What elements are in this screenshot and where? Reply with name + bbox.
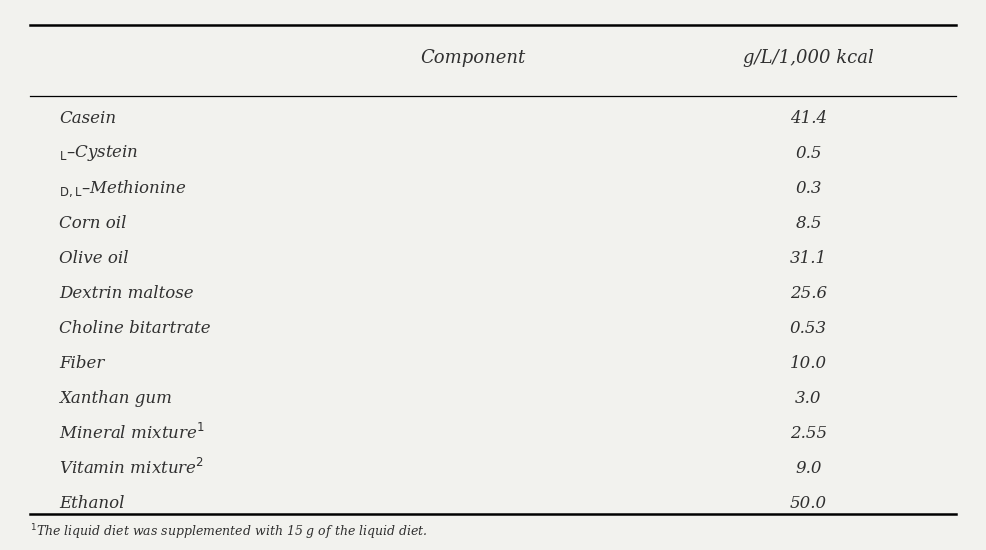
Text: Corn oil: Corn oil bbox=[59, 214, 126, 232]
Text: 50.0: 50.0 bbox=[790, 495, 827, 512]
Text: 0.53: 0.53 bbox=[790, 320, 827, 337]
Text: Casein: Casein bbox=[59, 110, 116, 126]
Text: Dextrin maltose: Dextrin maltose bbox=[59, 285, 194, 302]
Text: 31.1: 31.1 bbox=[790, 250, 827, 267]
Text: Olive oil: Olive oil bbox=[59, 250, 129, 267]
Text: 41.4: 41.4 bbox=[790, 110, 827, 126]
Text: $_{\rm D,L}$–Methionine: $_{\rm D,L}$–Methionine bbox=[59, 178, 187, 199]
Text: Fiber: Fiber bbox=[59, 355, 105, 372]
Text: Component: Component bbox=[421, 49, 526, 67]
Text: 0.3: 0.3 bbox=[796, 180, 821, 197]
Text: 2.55: 2.55 bbox=[790, 425, 827, 442]
Text: 8.5: 8.5 bbox=[796, 214, 821, 232]
Text: g/L/1,000 kcal: g/L/1,000 kcal bbox=[743, 49, 874, 67]
Text: Choline bitartrate: Choline bitartrate bbox=[59, 320, 211, 337]
Text: Xanthan gum: Xanthan gum bbox=[59, 390, 172, 407]
Text: 0.5: 0.5 bbox=[796, 145, 821, 162]
Text: $^{1}$The liquid diet was supplemented with 15 g of the liquid diet.: $^{1}$The liquid diet was supplemented w… bbox=[30, 522, 427, 542]
Text: 10.0: 10.0 bbox=[790, 355, 827, 372]
Text: Ethanol: Ethanol bbox=[59, 495, 124, 512]
Text: 25.6: 25.6 bbox=[790, 285, 827, 302]
Text: 9.0: 9.0 bbox=[796, 460, 821, 477]
Text: Vitamin mixture$^{2}$: Vitamin mixture$^{2}$ bbox=[59, 458, 204, 478]
Text: $_{\rm L}$–Cystein: $_{\rm L}$–Cystein bbox=[59, 143, 139, 163]
Text: Mineral mixture$^{1}$: Mineral mixture$^{1}$ bbox=[59, 423, 205, 443]
Text: 3.0: 3.0 bbox=[796, 390, 821, 407]
